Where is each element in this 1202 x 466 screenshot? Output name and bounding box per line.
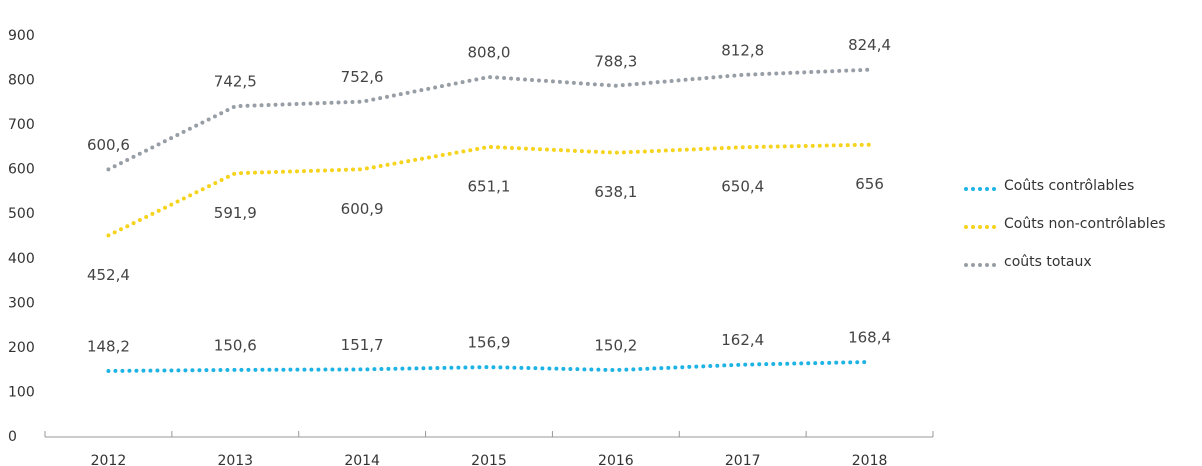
data-label: 656 xyxy=(855,175,884,193)
line xyxy=(106,67,872,172)
data-label: 148,2 xyxy=(87,337,130,355)
legend-label: coûts totaux xyxy=(1004,254,1092,270)
y-tick-label: 400 xyxy=(8,251,35,267)
x-tick-label: 2014 xyxy=(344,453,380,466)
data-label: 162,4 xyxy=(721,331,764,349)
y-tick-label: 800 xyxy=(8,73,35,89)
x-tick-label: 2017 xyxy=(725,453,761,466)
line xyxy=(106,142,872,238)
legend-label: Coûts non-contrôlables xyxy=(1004,216,1166,232)
y-tick-label: 200 xyxy=(8,340,35,356)
data-label: 600,9 xyxy=(341,200,384,218)
data-label: 651,1 xyxy=(468,177,511,195)
data-label: 591,9 xyxy=(214,204,257,222)
x-tick-label: 2016 xyxy=(598,453,634,466)
x-tick-label: 2015 xyxy=(471,453,507,466)
y-tick-label: 500 xyxy=(8,206,35,222)
data-label: 812,8 xyxy=(721,41,764,59)
y-tick-label: 100 xyxy=(8,384,35,400)
data-label: 150,6 xyxy=(214,336,257,354)
data-label: 650,4 xyxy=(721,178,764,196)
data-label: 824,4 xyxy=(848,36,891,54)
data-label: 150,2 xyxy=(594,337,637,355)
x-tick-label: 2013 xyxy=(217,453,253,466)
x-tick-label: 2012 xyxy=(91,453,127,466)
data-label: 156,9 xyxy=(468,334,511,352)
data-label: 151,7 xyxy=(341,336,384,354)
data-label: 808,0 xyxy=(468,43,511,61)
y-tick-label: 700 xyxy=(8,117,35,133)
data-label: 788,3 xyxy=(594,52,637,70)
data-label: 168,4 xyxy=(848,328,891,346)
y-tick-label: 0 xyxy=(8,429,17,445)
y-tick-label: 900 xyxy=(8,28,35,44)
data-label: 638,1 xyxy=(594,183,637,201)
data-label: 452,4 xyxy=(87,266,130,284)
legend-label: Coûts contrôlables xyxy=(1004,178,1134,194)
line xyxy=(106,359,872,373)
data-label: 742,5 xyxy=(214,73,257,91)
data-label: 752,6 xyxy=(341,68,384,86)
x-tick-label: 2018 xyxy=(852,453,888,466)
y-tick-label: 600 xyxy=(8,162,35,178)
data-label: 600,6 xyxy=(87,136,130,154)
y-tick-label: 300 xyxy=(8,295,35,311)
